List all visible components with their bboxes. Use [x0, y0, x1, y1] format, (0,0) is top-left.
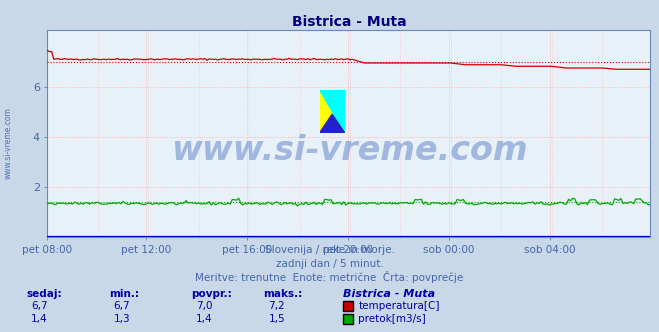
Text: www.si-vreme.com: www.si-vreme.com	[171, 134, 527, 167]
Text: Bistrica - Muta: Bistrica - Muta	[343, 289, 435, 299]
Polygon shape	[320, 90, 345, 133]
Text: 7,2: 7,2	[268, 301, 285, 311]
Text: zadnji dan / 5 minut.: zadnji dan / 5 minut.	[275, 259, 384, 269]
Text: 1,5: 1,5	[268, 314, 285, 324]
Text: Slovenija / reke in morje.: Slovenija / reke in morje.	[264, 245, 395, 255]
Polygon shape	[320, 114, 345, 133]
Text: sedaj:: sedaj:	[26, 289, 62, 299]
Polygon shape	[320, 90, 345, 133]
Text: 1,4: 1,4	[31, 314, 48, 324]
Text: temperatura[C]: temperatura[C]	[358, 301, 440, 311]
Text: Meritve: trenutne  Enote: metrične  Črta: povprečje: Meritve: trenutne Enote: metrične Črta: …	[195, 271, 464, 283]
Text: pretok[m3/s]: pretok[m3/s]	[358, 314, 426, 324]
Text: www.si-vreme.com: www.si-vreme.com	[3, 107, 13, 179]
Text: 6,7: 6,7	[31, 301, 48, 311]
Title: Bistrica - Muta: Bistrica - Muta	[292, 15, 406, 29]
Text: 7,0: 7,0	[196, 301, 213, 311]
Text: 1,3: 1,3	[113, 314, 130, 324]
Text: maks.:: maks.:	[264, 289, 303, 299]
Text: 1,4: 1,4	[196, 314, 213, 324]
Text: povpr.:: povpr.:	[191, 289, 232, 299]
Text: 6,7: 6,7	[113, 301, 130, 311]
Text: min.:: min.:	[109, 289, 139, 299]
